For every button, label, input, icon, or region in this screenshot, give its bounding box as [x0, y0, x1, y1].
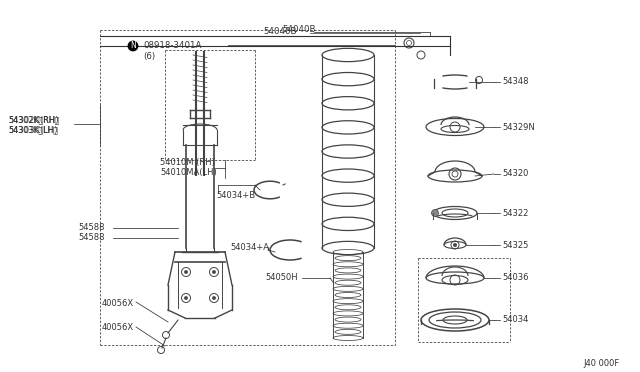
Text: 54322: 54322 — [502, 208, 529, 218]
Text: 54302K(RH): 54302K(RH) — [8, 115, 59, 125]
Text: 54329N: 54329N — [502, 122, 535, 131]
Circle shape — [212, 270, 216, 273]
Circle shape — [431, 209, 438, 217]
Text: 54040B: 54040B — [263, 26, 297, 35]
Text: 54348: 54348 — [502, 77, 529, 87]
Text: 54588: 54588 — [78, 234, 104, 243]
Text: 54034+A: 54034+A — [230, 244, 269, 253]
Text: 08918-3401A: 08918-3401A — [143, 42, 202, 51]
Text: J40 000F: J40 000F — [584, 359, 620, 369]
Text: 40056X: 40056X — [102, 324, 134, 333]
Circle shape — [184, 296, 188, 299]
Circle shape — [453, 243, 457, 247]
Text: 54034+B: 54034+B — [216, 190, 255, 199]
Text: 54040B: 54040B — [282, 26, 316, 35]
Text: 54588: 54588 — [78, 224, 104, 232]
Text: 54010MA(LH): 54010MA(LH) — [160, 169, 217, 177]
Text: 54320: 54320 — [502, 170, 529, 179]
Circle shape — [212, 296, 216, 299]
Text: 54034: 54034 — [502, 315, 529, 324]
Text: 54302K〈RH〉: 54302K〈RH〉 — [8, 115, 60, 125]
Circle shape — [184, 270, 188, 273]
Text: 54010M (RH): 54010M (RH) — [160, 158, 215, 167]
Text: N: N — [130, 42, 136, 51]
Text: 54036: 54036 — [502, 273, 529, 282]
Text: (6): (6) — [143, 51, 155, 61]
Text: 54325: 54325 — [502, 241, 529, 250]
Text: 54303K〈LH〉: 54303K〈LH〉 — [8, 125, 58, 135]
Text: 40056X: 40056X — [102, 298, 134, 308]
Text: 54050H: 54050H — [265, 273, 298, 282]
Text: 54303K(LH): 54303K(LH) — [8, 125, 58, 135]
